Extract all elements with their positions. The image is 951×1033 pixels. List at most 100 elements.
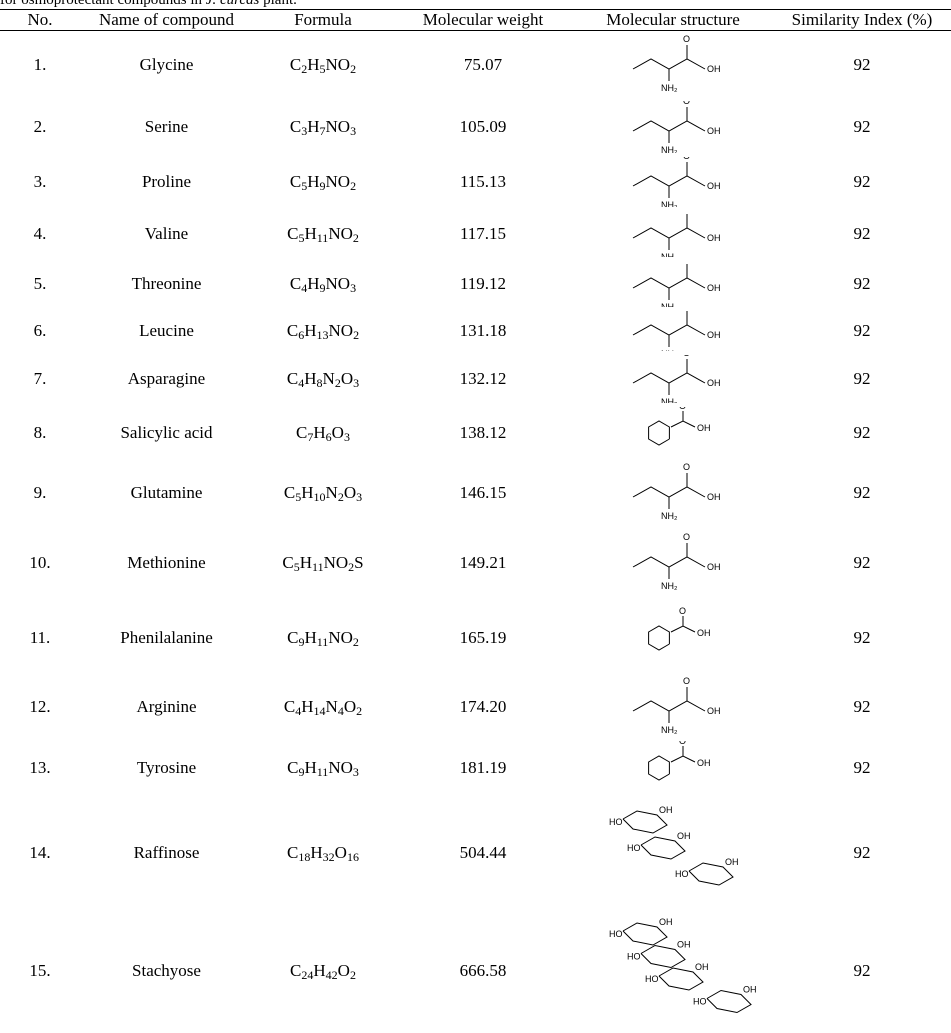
caption-suffix: plant. (259, 0, 297, 8)
cell-no: 1. (33, 54, 47, 74)
svg-text:NH₂: NH₂ (661, 83, 678, 93)
proline-structure-icon: O OH NH₂ (573, 157, 773, 207)
caption-prefix: for osmoprotectant compounds in (0, 0, 206, 8)
compounds-table: No. Name of compound Formula Molecular w… (0, 9, 951, 1033)
table-row: 11. Phenilalanine C9H11NO2 165.19 OH O 92 (0, 601, 951, 675)
cell-molecular-structure: OH O (573, 405, 773, 461)
header-molecular-weight: Molecular weight (393, 9, 573, 31)
cell-no: 15. (29, 960, 51, 980)
svg-text:NH₂: NH₂ (661, 397, 678, 403)
cell-compound-name: Salicylic acid (120, 422, 213, 442)
cell-compound-name: Stachyose (132, 960, 201, 980)
svg-text:OH: OH (659, 917, 673, 927)
table-row: 12. Arginine C4H14N4O2 174.20 O OH NH₂ 92 (0, 675, 951, 739)
table-row: 3. Proline C5H9NO2 115.13 O OH NH₂ 92 (0, 155, 951, 209)
cell-similarity-index: 92 (853, 116, 871, 136)
cell-formula: C5H9NO2 (289, 171, 357, 193)
svg-text:HO: HO (693, 996, 707, 1006)
cell-molecular-structure: O OH NH₂ (573, 259, 773, 309)
cell-formula: C3H7NO3 (289, 116, 357, 138)
cell-molecular-structure: O OH NH₂ (573, 99, 773, 155)
cell-formula: C5H11NO2S (282, 552, 364, 574)
cell-similarity-index: 92 (853, 320, 871, 340)
cell-compound-name: Proline (141, 171, 192, 191)
cell-formula: C9H11NO3 (287, 757, 359, 779)
svg-text:OH: OH (707, 562, 721, 572)
svg-text:NH₂: NH₂ (661, 349, 678, 351)
cell-similarity-index: 92 (853, 273, 871, 293)
cell-similarity-index: 92 (853, 422, 871, 442)
svg-text:HO: HO (609, 929, 623, 939)
table-header-row: No. Name of compound Formula Molecular w… (0, 9, 951, 31)
table-row: 5. Threonine C4H9NO3 119.12 O OH NH₂ 92 (0, 259, 951, 309)
cell-no: 14. (29, 842, 51, 862)
cell-molecular-weight: 105.09 (459, 116, 507, 136)
cell-molecular-structure: O OH NH₂ (573, 155, 773, 209)
cell-similarity-index: 92 (853, 368, 871, 388)
raffinose-structure-icon: HO OH HO OH HO OH (573, 799, 773, 907)
cell-molecular-weight: 174.20 (459, 696, 507, 716)
cell-similarity-index: 92 (853, 482, 871, 502)
svg-text:O: O (683, 355, 690, 358)
svg-text:OH: OH (707, 706, 721, 716)
svg-text:HO: HO (609, 817, 623, 827)
cell-similarity-index: 92 (853, 960, 871, 980)
cell-no: 12. (29, 696, 51, 716)
svg-text:OH: OH (707, 126, 721, 136)
cell-no: 3. (33, 171, 47, 191)
svg-text:OH: OH (697, 758, 711, 768)
svg-text:OH: OH (707, 330, 721, 340)
cell-molecular-structure: HO OH HO OH HO OH (573, 797, 773, 909)
valine-structure-icon: O OH NH₂ (573, 211, 773, 257)
svg-text:HO: HO (627, 951, 641, 961)
svg-text:O: O (683, 463, 690, 472)
cell-similarity-index: 92 (853, 54, 871, 74)
caption-species: J. curcas (205, 0, 260, 8)
salicylic-acid-structure-icon: OH O (573, 407, 773, 459)
table-caption: for osmoprotectant compounds in J. curca… (0, 0, 297, 9)
svg-text:O: O (683, 211, 690, 213)
cell-no: 5. (33, 273, 47, 293)
svg-text:NH₂: NH₂ (661, 302, 678, 307)
stachyose-structure-icon: HO OH HO OH HO OH HO OH (573, 911, 773, 1031)
svg-text:OH: OH (677, 831, 691, 841)
svg-text:NH₂: NH₂ (661, 252, 678, 257)
cell-molecular-weight: 119.12 (459, 273, 507, 293)
table-row: 9. Glutamine C5H10N2O3 146.15 O OH NH₂ 92 (0, 461, 951, 525)
svg-text:O: O (683, 261, 690, 263)
cell-similarity-index: 92 (853, 757, 871, 777)
table-row: 10. Methionine C5H11NO2S 149.21 O OH NH₂ 92 (0, 525, 951, 601)
cell-similarity-index: 92 (853, 552, 871, 572)
table-row: 14. Raffinose C18H32O16 504.44 HO OH HO OH HO OH 9… (0, 797, 951, 909)
table-row: 4. Valine C5H11NO2 117.15 O OH NH₂ 92 (0, 209, 951, 259)
cell-compound-name: Threonine (131, 273, 202, 293)
svg-text:HO: HO (675, 869, 689, 879)
cell-molecular-structure: O OH NH₂ (573, 209, 773, 259)
svg-text:OH: OH (707, 233, 721, 243)
svg-text:NH₂: NH₂ (661, 725, 678, 735)
cell-similarity-index: 92 (853, 171, 871, 191)
cell-molecular-weight: 75.07 (463, 54, 503, 74)
phenylalanine-structure-icon: OH O (573, 603, 773, 673)
cell-no: 10. (29, 552, 51, 572)
cell-formula: C4H8N2O3 (286, 368, 360, 390)
cell-compound-name: Methionine (127, 552, 206, 572)
cell-no: 7. (33, 368, 47, 388)
cell-no: 11. (29, 627, 51, 647)
table-row: 7. Asparagine C4H8N2O3 132.12 O OH NH₂ 92 (0, 353, 951, 405)
cell-similarity-index: 92 (853, 842, 871, 862)
cell-formula: C24H42O2 (290, 960, 356, 982)
threonine-structure-icon: O OH NH₂ (573, 261, 773, 307)
asparagine-structure-icon: O OH NH₂ (573, 355, 773, 403)
svg-text:O: O (683, 101, 690, 106)
cell-compound-name: Serine (144, 116, 189, 136)
header-name: Name of compound (80, 9, 253, 31)
cell-no: 13. (29, 757, 51, 777)
svg-text:O: O (679, 741, 686, 746)
glutamine-structure-icon: O OH NH₂ (573, 463, 773, 523)
cell-formula: C18H32O16 (287, 842, 359, 864)
cell-no: 8. (33, 422, 47, 442)
cell-formula: C5H11NO2 (287, 223, 359, 245)
